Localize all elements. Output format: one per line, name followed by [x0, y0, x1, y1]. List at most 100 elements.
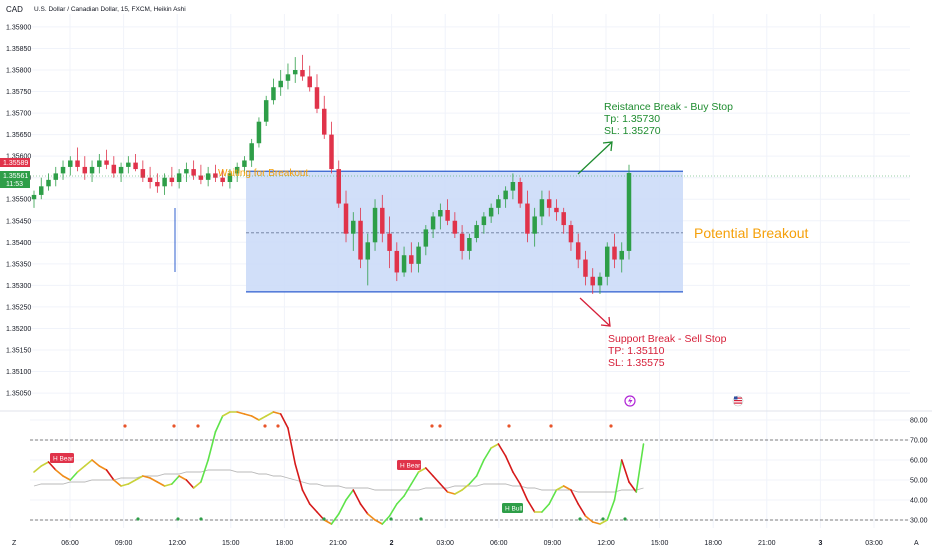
candle-body: [380, 207, 385, 234]
indicator-main-segment: [243, 413, 253, 417]
indicator-main-segment: [388, 503, 398, 517]
sell-arrow-icon[interactable]: [579, 297, 611, 327]
range-rectangle[interactable]: [246, 171, 683, 292]
candle-body: [118, 166, 124, 174]
price-axis-label: 1.35600: [6, 154, 31, 161]
candle-body: [234, 166, 240, 174]
candle-body: [111, 164, 117, 174]
candle-body: [401, 255, 407, 273]
candle-body: [619, 250, 624, 260]
support-tp[interactable]: TP: 1.35110: [608, 345, 665, 357]
candle-body: [394, 250, 400, 273]
price-axis-label: 1.35700: [6, 111, 31, 118]
candle-body: [525, 203, 530, 234]
candle-body: [155, 182, 160, 187]
candle-body: [416, 246, 421, 264]
indicator-main-segment: [323, 519, 333, 525]
indicator-main-segment: [98, 465, 108, 471]
time-axis[interactable]: 06:00 09:00 12:00 15:00 18:00 21:00 2 03:00 06:0…: [61, 540, 883, 547]
waiting-annotation[interactable]: Waiting for Breakout: [218, 168, 308, 179]
candle-body: [459, 233, 465, 251]
indicator-main-segment: [570, 489, 580, 505]
candle-body: [452, 220, 458, 234]
indicator-main-segment: [403, 483, 413, 497]
candle-body: [467, 238, 472, 251]
indicator-main-segment: [497, 443, 507, 457]
current-price-tag-green: 1.35561 11:53: [0, 171, 30, 188]
candle-body: [147, 177, 153, 182]
indicator-main-segment: [410, 471, 420, 485]
indicator-gridlines: [30, 419, 910, 521]
candle-body: [358, 220, 363, 260]
candle-body: [409, 255, 414, 264]
time-axis-label: 2: [390, 540, 394, 547]
indicator-main-segment: [468, 475, 478, 485]
candle-body: [532, 216, 537, 234]
candle-body: [612, 246, 617, 260]
indicator-main-segment: [512, 471, 521, 485]
candle-body: [445, 210, 450, 221]
current-price-tag-red: 1.35589: [0, 158, 30, 167]
indicator-main-segment: [584, 515, 594, 523]
indicator-series: [33, 411, 645, 525]
candle-body: [568, 225, 574, 243]
candle-body: [242, 160, 247, 167]
candle-body: [351, 220, 356, 234]
resistance-title[interactable]: Reistance Break - Buy Stop: [604, 101, 733, 113]
candle-body: [271, 87, 276, 101]
indicator-main-segment: [62, 475, 72, 481]
resistance-tp[interactable]: Tp: 1.35730: [604, 113, 660, 125]
indicator-main-segment: [105, 469, 115, 481]
timezone-marker[interactable]: Z: [12, 540, 17, 547]
svg-text:11:53: 11:53: [6, 181, 23, 188]
time-axis-label: 09:00: [115, 540, 133, 547]
resistance-sl[interactable]: SL: 1.35270: [604, 125, 661, 137]
indicator-axis-label: 60.00: [910, 458, 928, 465]
indicator-main-segment: [439, 483, 449, 493]
indicator-main-segment: [33, 465, 43, 473]
candle-body: [227, 173, 233, 182]
currency-label: CAD: [6, 5, 23, 14]
indicator-main-segment: [163, 483, 173, 487]
candle-body: [198, 175, 204, 180]
potential-breakout-annotation[interactable]: Potential Breakout: [694, 225, 809, 241]
candle-body: [213, 173, 218, 178]
us-flag-icon[interactable]: [732, 395, 744, 407]
candle-body: [292, 70, 298, 75]
price-axis-label: 1.35150: [6, 348, 31, 355]
candle-body: [590, 276, 595, 286]
indicator-main-segment: [628, 481, 638, 493]
price-axis-label: 1.35050: [6, 391, 31, 398]
time-axis-label: 06:00: [61, 540, 79, 547]
candle-body: [89, 166, 95, 174]
candle-body: [438, 210, 443, 217]
indicator-main-segment: [214, 415, 224, 433]
indicator-main-segment: [221, 411, 231, 417]
auto-scale-marker[interactable]: A: [914, 540, 919, 547]
candle-body: [60, 166, 66, 174]
indicator-main-segment: [272, 411, 282, 415]
candle-body: [321, 108, 327, 135]
candle-body: [300, 70, 305, 77]
indicator-main-segment: [475, 459, 485, 477]
buy-arrow-icon[interactable]: [577, 141, 613, 175]
time-axis-label: 21:00: [758, 540, 776, 547]
indicator-main-segment: [83, 459, 93, 467]
time-axis-label: 3: [818, 540, 822, 547]
svg-text:H Bear: H Bear: [53, 456, 74, 463]
price-axis-label: 1.35650: [6, 132, 31, 139]
indicator-main-segment: [396, 495, 405, 505]
indicator-main-segment: [381, 515, 391, 525]
event-lightning-icon[interactable]: [624, 395, 636, 407]
time-axis-label: 15:00: [222, 540, 240, 547]
candlestick-series: [31, 54, 632, 294]
price-axis-label: 1.35400: [6, 240, 31, 247]
support-title[interactable]: Support Break - Sell Stop: [608, 333, 727, 345]
indicator-main-segment: [142, 475, 151, 479]
indicator-main-segment: [250, 415, 260, 421]
price-axis-label: 1.35350: [6, 261, 31, 268]
indicator-main-segment: [200, 459, 209, 483]
candle-body: [46, 179, 51, 187]
support-sl[interactable]: SL: 1.35575: [608, 357, 665, 369]
